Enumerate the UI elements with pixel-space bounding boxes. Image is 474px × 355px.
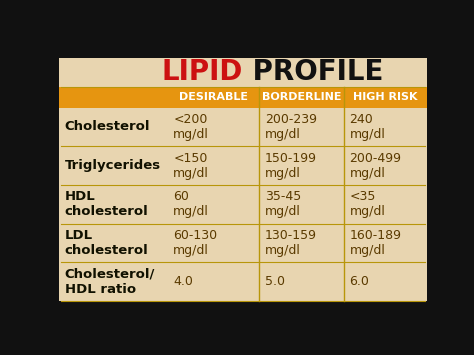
FancyBboxPatch shape xyxy=(59,58,427,301)
Text: <35
mg/dl: <35 mg/dl xyxy=(349,190,385,218)
Text: LIPID: LIPID xyxy=(162,58,243,86)
Text: 240
mg/dl: 240 mg/dl xyxy=(349,113,385,141)
Text: 160-189
mg/dl: 160-189 mg/dl xyxy=(349,229,401,257)
Text: 5.0: 5.0 xyxy=(265,275,285,288)
Text: Cholesterol/
HDL ratio: Cholesterol/ HDL ratio xyxy=(65,268,155,296)
Text: PROFILE: PROFILE xyxy=(243,58,383,86)
Text: LDL
cholesterol: LDL cholesterol xyxy=(65,229,148,257)
Text: 130-159
mg/dl: 130-159 mg/dl xyxy=(265,229,317,257)
Text: 60
mg/dl: 60 mg/dl xyxy=(173,190,209,218)
Text: 150-199
mg/dl: 150-199 mg/dl xyxy=(265,152,317,180)
Text: Cholesterol: Cholesterol xyxy=(65,120,150,133)
Text: 200-499
mg/dl: 200-499 mg/dl xyxy=(349,152,401,180)
Text: DESIRABLE: DESIRABLE xyxy=(179,92,248,102)
Text: Triglycerides: Triglycerides xyxy=(65,159,161,172)
Text: <200
mg/dl: <200 mg/dl xyxy=(173,113,209,141)
Text: 200-239
mg/dl: 200-239 mg/dl xyxy=(265,113,317,141)
Text: HIGH RISK: HIGH RISK xyxy=(353,92,418,102)
FancyBboxPatch shape xyxy=(59,87,427,108)
Text: 6.0: 6.0 xyxy=(349,275,369,288)
Text: HDL
cholesterol: HDL cholesterol xyxy=(65,190,148,218)
Text: 4.0: 4.0 xyxy=(173,275,193,288)
Text: <150
mg/dl: <150 mg/dl xyxy=(173,152,209,180)
Text: BORDERLINE: BORDERLINE xyxy=(262,92,341,102)
Text: 35-45
mg/dl: 35-45 mg/dl xyxy=(265,190,301,218)
Text: 60-130
mg/dl: 60-130 mg/dl xyxy=(173,229,217,257)
